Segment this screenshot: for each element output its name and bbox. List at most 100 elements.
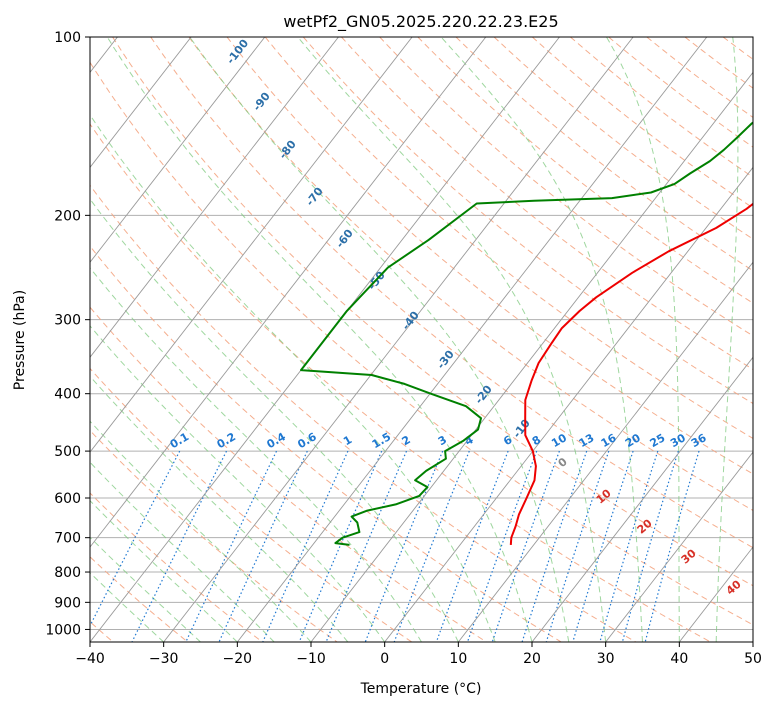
x-axis-ticks: −40 −30 −20 −10 0 10 20 30 40 50 [75,642,762,667]
mixing-ratio-lines [90,450,700,642]
mixing-ratio-line [218,450,308,642]
mixing-ratio-line [185,450,278,642]
mixing-ratio-line [644,450,700,642]
profile-series [300,121,753,546]
temperature-profile [509,202,753,545]
mixing-ratio-label: 30 [668,431,688,450]
dry-adiabat [112,37,753,587]
moist-adiabat [106,37,533,642]
dry-adiabat [90,367,413,642]
isotherm [90,37,192,169]
dry-adiabat [417,37,753,304]
dry-adiabat [341,37,753,370]
isotherm [90,37,487,548]
moist-adiabat [90,267,422,642]
moist-adiabat [90,536,201,642]
isotherm [90,37,413,453]
y-axis-label: Pressure (hPa) [12,290,28,390]
dry-adiabat [302,37,753,405]
mixing-ratio-line [298,450,383,642]
mixing-ratio-label: 0.2 [215,430,238,451]
mixing-ratio-line [90,450,181,628]
mixing-ratio-label: 1 [341,433,354,448]
moist-adiabat [606,37,680,642]
mixing-ratio-label: 10 [549,431,569,450]
mixing-ratio-label: 3 [436,433,449,448]
y-axis-ticks: 100 200 300 400 500 600 700 800 900 1000 [45,30,90,638]
dry-adiabat [90,123,711,642]
mixing-ratio-line [572,450,634,642]
moist-adiabat-label: 30 [679,546,699,566]
mixing-ratio-label: 0.6 [295,430,319,451]
mixing-ratio-label: 16 [599,431,619,450]
y-tick-label: 900 [54,595,81,611]
mixing-ratio-label: 0.4 [265,430,289,451]
dry-adiabat [264,37,753,440]
mixing-ratio-label: 25 [648,431,668,450]
dry-adiabat [684,37,753,89]
mixing-ratio-label: 36 [689,431,709,450]
isobar-grid [90,37,753,630]
moist-adiabat [90,198,459,642]
dry-adiabat [646,37,753,119]
x-tick-label: 10 [449,651,467,667]
isotherm [605,451,753,642]
y-tick-label: 300 [54,313,81,329]
dry-adiabat [90,245,562,642]
y-tick-label: 600 [54,491,81,507]
isotherm [752,641,753,642]
mixing-ratio-line [393,450,470,642]
x-tick-label: 50 [744,651,762,667]
y-tick-label: 100 [54,30,81,46]
mixing-ratio-label: 0.1 [168,430,191,451]
dry-adiabat [493,37,753,240]
moist-adiabat [90,375,349,642]
mixing-ratio-line [325,450,408,642]
dry-adiabats [90,37,775,642]
y-tick-label: 1000 [45,622,81,638]
dry-adiabat-label: -30 [434,348,457,372]
x-tick-label: −20 [223,651,253,667]
moist-adiabat [189,37,570,642]
dry-adiabat [570,37,753,178]
dry-adiabat [761,37,775,642]
dry-adiabat [90,306,487,642]
plot-frame [89,36,754,643]
dry-adiabat [150,37,753,549]
isotherm [236,37,708,642]
x-tick-label: 20 [523,651,541,667]
mixing-ratio-line [466,450,538,642]
dry-adiabat [455,37,753,272]
dry-adiabat-label: -60 [333,227,356,251]
chart-title: wetPf2_GN05.2025.220.22.23.E25 [283,12,558,32]
mixing-ratio-line [435,450,509,642]
dry-adiabat [90,184,637,642]
dry-adiabat-label: -40 [399,309,422,333]
isotherm [531,356,753,642]
isotherm [163,37,634,642]
mixing-ratio-line [545,450,610,642]
mixing-ratio-line [599,450,659,642]
dry-adiabat [531,37,753,209]
y-tick-label: 700 [54,531,81,547]
isotherm [310,71,753,642]
mixing-ratio-label: 13 [577,431,597,450]
dry-adiabat [608,37,753,148]
y-tick-label: 400 [54,387,81,403]
moist-adiabat [90,114,496,642]
dewpoint-profile [300,121,753,546]
x-tick-label: −30 [149,651,179,667]
moist-adiabat [440,37,643,642]
mixing-ratio-line [621,450,679,642]
dry-adiabat [379,37,753,337]
moist-adiabat [715,37,739,642]
moist-adiabat-label: 10 [594,486,614,506]
mixing-ratio-line [521,450,588,642]
moist-adiabat [90,325,386,642]
moist-adiabat [90,461,275,642]
dry-adiabat-label: -20 [472,383,495,407]
isotherm [90,37,339,358]
dry-adiabat-label: -100 [224,37,251,67]
mixing-ratio-label: 2 [400,433,413,448]
isotherm [457,261,753,642]
